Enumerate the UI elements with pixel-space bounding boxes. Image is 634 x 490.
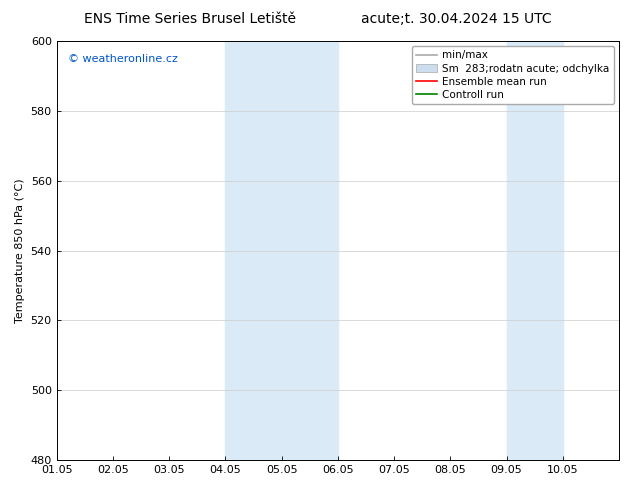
Text: acute;t. 30.04.2024 15 UTC: acute;t. 30.04.2024 15 UTC xyxy=(361,12,552,26)
Text: © weatheronline.cz: © weatheronline.cz xyxy=(68,53,178,64)
Bar xyxy=(225,41,338,460)
Legend: min/max, Sm  283;rodatn acute; odchylka, Ensemble mean run, Controll run: min/max, Sm 283;rodatn acute; odchylka, … xyxy=(412,46,614,104)
Bar xyxy=(507,41,563,460)
Text: ENS Time Series Brusel Letiště: ENS Time Series Brusel Letiště xyxy=(84,12,296,26)
Y-axis label: Temperature 850 hPa (°C): Temperature 850 hPa (°C) xyxy=(15,178,25,323)
